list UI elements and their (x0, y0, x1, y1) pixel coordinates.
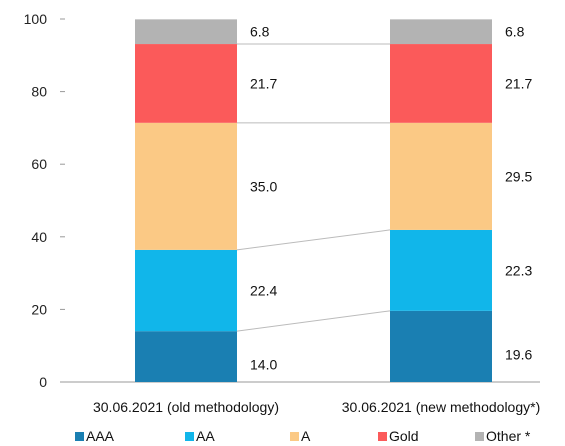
y-tick-label: 40 (31, 229, 47, 245)
bar-segment (390, 19, 492, 45)
legend-swatch (475, 432, 484, 441)
legend: AAA AA A Gold Other * (75, 428, 531, 444)
legend-label: AA (196, 428, 215, 444)
bar-segment (390, 122, 492, 230)
connector-line (236, 310, 391, 332)
legend-item: A (290, 428, 311, 444)
legend-swatch (378, 432, 387, 441)
legend-item: AAA (75, 428, 115, 444)
y-tick-label: 80 (31, 84, 47, 100)
y-tick-label: 0 (39, 374, 47, 390)
data-label: 35.0 (250, 178, 277, 194)
data-label: 6.8 (505, 24, 525, 40)
y-tick-label: 20 (31, 301, 47, 317)
legend-swatch (75, 432, 84, 441)
data-label: 29.5 (505, 168, 532, 184)
legend-item: Gold (378, 428, 419, 444)
bar-segment (135, 19, 237, 45)
x-category-label: 30.06.2021 (old methodology) (93, 399, 279, 415)
bar-segment (390, 44, 492, 123)
legend-swatch (185, 432, 194, 441)
legend-item: Other * (475, 428, 531, 444)
connector-lines (236, 43, 391, 332)
legend-label: A (301, 428, 311, 444)
data-label: 6.8 (250, 24, 270, 40)
x-category-label: 30.06.2021 (new methodology*) (342, 399, 540, 415)
legend-label: Other * (486, 428, 531, 444)
bar-segment (390, 310, 492, 382)
data-label: 21.7 (250, 75, 277, 91)
data-label: 22.4 (250, 283, 277, 299)
bar-segment (135, 44, 237, 123)
y-tick-label: 100 (24, 11, 48, 27)
legend-label: AAA (86, 428, 115, 444)
value-labels: 14.0 19.6 22.4 22.3 35.0 29.5 21.7 21.7 6.8 6.8 (250, 24, 532, 373)
data-label: 19.6 (505, 346, 532, 362)
bar-segment (135, 331, 237, 382)
legend-label: Gold (389, 428, 419, 444)
legend-swatch (290, 432, 299, 441)
connector-line (236, 229, 391, 251)
legend-item: AA (185, 428, 215, 444)
data-label: 21.7 (505, 75, 532, 91)
bar-segment (390, 229, 492, 311)
bar-segment (135, 122, 237, 250)
data-label: 14.0 (250, 357, 277, 373)
bar-segment (135, 249, 237, 332)
x-axis-categories: 30.06.2021 (old methodology) 30.06.2021 (… (93, 399, 540, 415)
bars (135, 19, 492, 382)
y-tick-label: 60 (31, 156, 47, 172)
data-label: 22.3 (505, 262, 532, 278)
